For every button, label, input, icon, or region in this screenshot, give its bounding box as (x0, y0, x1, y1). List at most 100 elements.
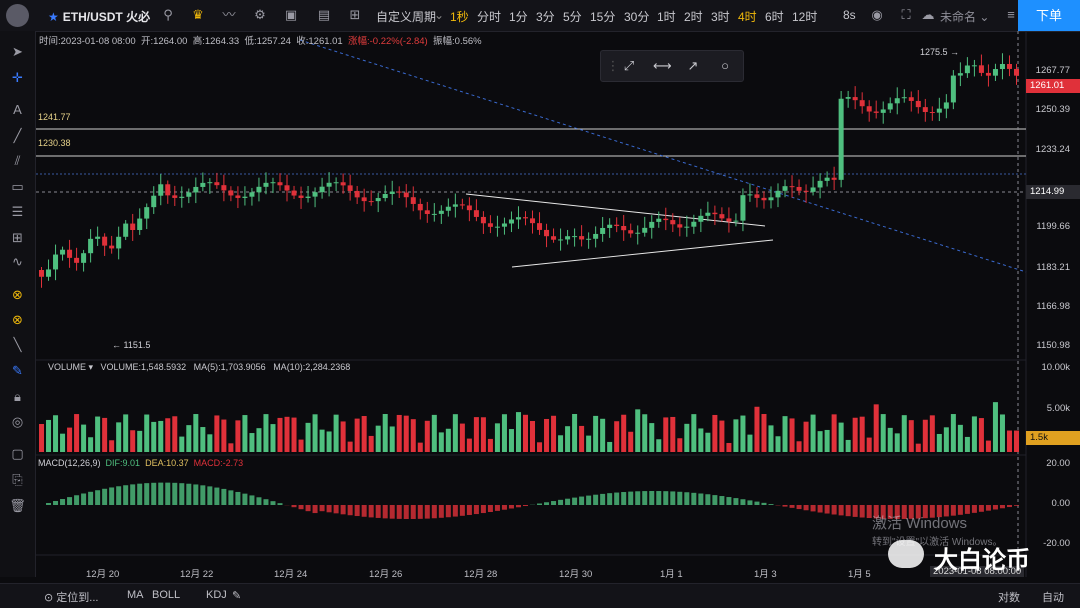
macd-bar (1007, 505, 1012, 507)
x-tick: 1月 1 (660, 566, 683, 580)
candle-body (986, 73, 991, 76)
macd-bar (460, 505, 465, 516)
macd-bar (130, 484, 135, 505)
macd-tick: 0.00 (1052, 498, 1071, 509)
triangle-lower (512, 240, 773, 267)
macd-bar (235, 492, 240, 505)
volume-bar (614, 421, 619, 452)
locate-button[interactable]: ⊙ 定位到... (44, 589, 98, 605)
macd-label[interactable]: MACD(12,26,9) (38, 458, 101, 468)
candle-body (614, 225, 619, 226)
candle-body (179, 197, 184, 198)
volume-bar (937, 434, 942, 452)
candle-body (719, 214, 724, 218)
ma-indicator-button[interactable]: MA (127, 589, 144, 601)
volume-bar (116, 422, 121, 452)
volume-bar (944, 427, 949, 452)
macd-bar (292, 505, 297, 507)
macd-bar (334, 505, 339, 513)
candle-body (270, 182, 275, 183)
macd-bar (698, 493, 703, 505)
volume-bar (558, 435, 563, 452)
volume-ma5: MA(5):1,703.9056 (194, 362, 266, 372)
x-tick: 1月 5 (848, 566, 871, 580)
candle-body (228, 190, 233, 195)
volume-bar (670, 417, 675, 452)
volume-bar (1000, 414, 1005, 452)
candle-body (628, 230, 633, 233)
macd-bar (986, 505, 991, 511)
volume-bar (600, 419, 605, 452)
price-axis[interactable]: 1267.77 1250.39 1233.24 1199.66 1183.21 … (1026, 31, 1080, 577)
volume-bar (684, 424, 689, 452)
candle-body (733, 221, 738, 222)
macd-bar (53, 501, 58, 505)
volume-bar (453, 414, 458, 452)
drag-handle-icon[interactable]: ⋮ (605, 58, 621, 74)
candle-body (221, 185, 226, 190)
volume-bar (207, 434, 212, 452)
volume-bar (642, 414, 647, 452)
macd-bar (811, 505, 816, 511)
candle-body (811, 187, 816, 191)
arrow-line-icon[interactable]: ↗ (685, 58, 701, 74)
macd-bar (88, 492, 93, 505)
candle-body (768, 197, 773, 200)
volume-bar (1007, 431, 1012, 452)
candle-body (341, 182, 346, 185)
macd-bar (193, 484, 198, 505)
candle-body (747, 194, 752, 195)
volume-bar (881, 414, 886, 452)
macd-bar (768, 504, 773, 505)
volume-bar (593, 416, 598, 452)
candle-body (804, 191, 809, 192)
volume-bar (993, 402, 998, 452)
volume-bar (691, 414, 696, 452)
volume-bar (200, 427, 205, 452)
kdj-indicator-button[interactable]: KDJ (206, 589, 227, 601)
macd-bar (116, 486, 121, 505)
volume-bar (607, 442, 612, 452)
candle-body (951, 76, 956, 103)
candle-body (656, 219, 661, 222)
candle-body (523, 217, 528, 218)
candle-body (776, 191, 781, 198)
candle-body (888, 103, 893, 109)
volume-bar (376, 426, 381, 452)
vol-tick: 5.00k (1047, 403, 1070, 414)
volume-bar (109, 440, 114, 452)
macd-bar (144, 483, 149, 505)
candle-body (334, 182, 339, 183)
auto-scale-toggle[interactable]: 自动 (1042, 589, 1064, 605)
volume-label[interactable]: VOLUME (48, 362, 86, 372)
candle-body (712, 213, 717, 214)
candle-body (263, 183, 268, 187)
horizontal-line-icon[interactable]: ⟷ (653, 58, 669, 74)
crosshair-price-box: 1214.99 (1026, 185, 1080, 199)
volume-bar (467, 439, 472, 452)
edit-indicators-icon[interactable]: ✎ (232, 589, 241, 602)
volume-bar (509, 429, 514, 452)
candle-body (425, 210, 430, 214)
macd-bar (383, 505, 388, 518)
boll-indicator-button[interactable]: BOLL (152, 589, 180, 601)
candle-body (313, 192, 318, 196)
circle-tool-icon[interactable]: ○ (717, 58, 733, 74)
log-scale-toggle[interactable]: 对数 (998, 589, 1020, 605)
macd-bar (320, 505, 325, 511)
candle-body (684, 227, 689, 228)
macd-bar (761, 503, 766, 505)
candle-body (516, 217, 521, 219)
volume-bar (768, 425, 773, 452)
candle-body (902, 97, 907, 98)
macd-bar (172, 483, 177, 505)
volume-bar (277, 418, 282, 452)
ray-tool-icon[interactable]: ⤢ (621, 58, 637, 74)
macd-bar (474, 505, 479, 514)
candle-body (579, 236, 584, 239)
macd-bar (369, 505, 374, 517)
macd-bar (621, 492, 626, 505)
candle-body (81, 253, 86, 263)
volume-bar (228, 443, 233, 452)
y-tick: 1199.66 (1036, 221, 1070, 232)
